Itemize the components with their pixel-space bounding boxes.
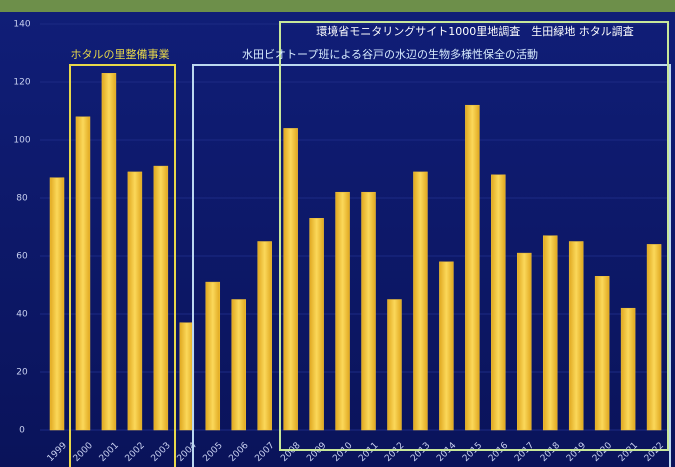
bar [179,322,195,431]
y-tick-label: 100 [13,136,30,146]
bar [205,281,221,431]
y-tick-label: 20 [16,368,28,378]
bar [127,171,143,431]
y-tick-label: 40 [16,310,28,320]
bar [568,241,584,431]
bar [491,174,506,431]
annotation: ホタルの里整備事業 [71,47,170,61]
bar [646,244,662,431]
bar [361,191,376,431]
bar [439,261,454,431]
bar [465,104,480,431]
y-tick-label: 140 [13,20,30,30]
annotation-box [192,64,671,467]
annotation-box [279,21,669,451]
bar [594,276,610,431]
bar [49,177,65,431]
bar [542,235,558,431]
photo-strip [0,0,675,12]
bar [413,171,428,431]
bar [231,299,246,431]
annotation-box [69,64,176,467]
bar [283,128,298,431]
y-tick-label: 80 [16,194,28,204]
bar [335,191,350,431]
bar [387,299,402,431]
annotation: 水田ビオトープ班による谷戸の水辺の生物多様性保全の活動 [242,47,538,61]
annotation: 環境省モニタリングサイト1000里地調査 生田緑地 ホタル調査 [316,24,634,38]
bar [75,116,91,431]
bar [517,252,532,431]
bar [257,241,272,431]
y-tick-label: 0 [19,426,25,436]
y-tick-label: 120 [13,78,30,88]
bar [309,218,324,431]
bar [153,165,169,431]
y-tick-label: 60 [16,252,28,262]
bar [620,307,636,431]
bar [101,73,117,431]
